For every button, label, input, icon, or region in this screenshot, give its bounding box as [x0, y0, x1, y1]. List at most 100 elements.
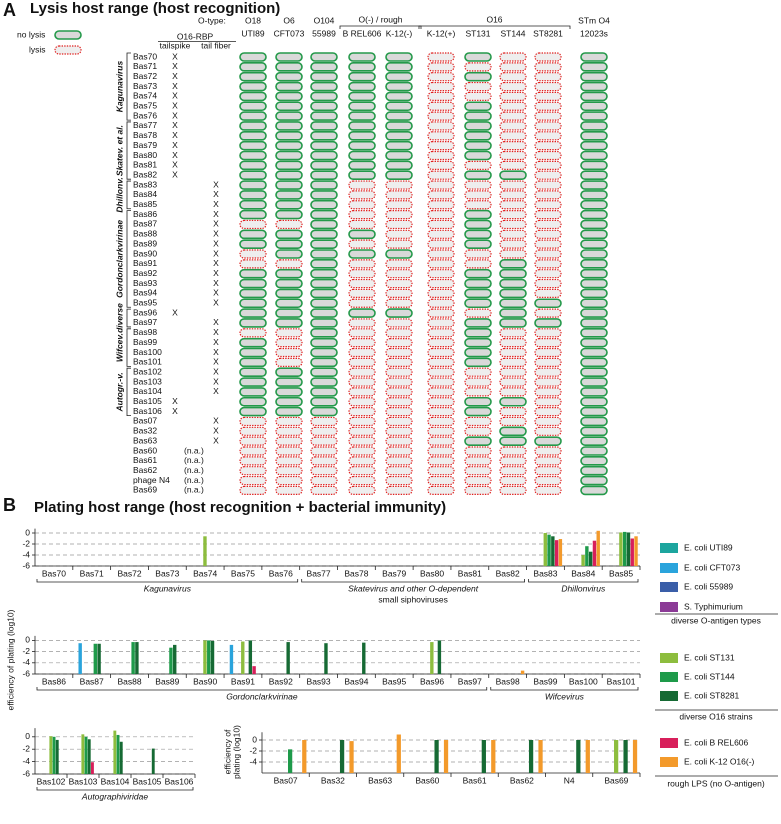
- lysis-cell: [310, 150, 338, 161]
- lysis-cell: [464, 318, 492, 328]
- lysis-cell: [427, 160, 455, 170]
- x-tick-label: N4: [564, 775, 575, 785]
- lysis-cell: [385, 466, 413, 476]
- bar: [596, 530, 600, 566]
- rbp-mark: X: [213, 376, 219, 386]
- lysis-cell: [385, 269, 413, 279]
- lysis-cell: [239, 52, 267, 62]
- lysis-cell: [385, 101, 413, 112]
- strain: ST144: [500, 28, 525, 38]
- lysis-cell: [580, 278, 608, 289]
- lysis-cell: [499, 180, 527, 190]
- phage: Bas69: [133, 485, 157, 495]
- phage: Bas74: [133, 91, 157, 101]
- lysis-cell: [427, 131, 455, 141]
- rbp-note: (n.a.): [184, 475, 204, 485]
- lysis-cell: [580, 160, 608, 171]
- lysis-cell: [385, 219, 413, 230]
- lysis-cell: [464, 229, 492, 240]
- x-tick-label: Bas80: [420, 568, 444, 578]
- lysis-cell: [239, 357, 267, 368]
- lysis-cell: [275, 199, 303, 210]
- rbp-mark: X: [213, 366, 219, 376]
- lysis-cell: [310, 308, 338, 318]
- lysis-cell: [348, 200, 376, 210]
- lysis-cell: [534, 367, 562, 377]
- lysis-cell: [275, 150, 303, 161]
- lysis-cell: [534, 357, 562, 367]
- lysis-cell: [310, 62, 338, 72]
- lysis-cell: [310, 456, 338, 466]
- lysis-cell: [275, 406, 303, 417]
- lysis-cell: [499, 466, 527, 476]
- taxon-bracket: [126, 328, 131, 367]
- lysis-cell: [534, 436, 562, 446]
- lysis-cell: [275, 140, 303, 151]
- bar: [581, 555, 585, 566]
- lysis-cell: [239, 337, 267, 348]
- bar: [287, 749, 293, 773]
- lysis-cell: [348, 62, 376, 72]
- x-tick-label: Bas62: [510, 775, 534, 785]
- lysis-cell: [239, 416, 267, 427]
- bar: [241, 641, 245, 674]
- bar: [622, 531, 627, 566]
- x-tick-label: Bas90: [193, 676, 217, 686]
- strain: K-12(-): [386, 28, 413, 38]
- bar: [576, 740, 581, 773]
- lysis-cell: [427, 397, 455, 407]
- bar: [520, 670, 525, 674]
- lysis-cell: [239, 259, 267, 269]
- lysis-cell: [499, 101, 527, 111]
- lysis-cell: [385, 308, 413, 318]
- phage: Bas70: [133, 51, 157, 61]
- rbp-mark: X: [213, 298, 219, 308]
- lysis-cell: [310, 229, 338, 240]
- lysis-cell: [464, 180, 492, 190]
- lysis-cell: [385, 347, 413, 358]
- lysis-cell: [310, 485, 338, 495]
- lysis-cell: [275, 71, 303, 82]
- lysis-cell: [534, 72, 562, 82]
- group-bracket: [36, 579, 299, 583]
- lysis-cell: [580, 170, 608, 180]
- lysis-cell: [275, 288, 303, 299]
- lysis-cell: [427, 239, 455, 249]
- lysis-cell: [310, 377, 338, 387]
- phage: Bas81: [133, 160, 157, 170]
- lysis-cell: [348, 160, 376, 171]
- lysis-cell: [310, 318, 338, 328]
- lysis-cell: [348, 239, 376, 249]
- lysis-cell: [580, 180, 608, 190]
- phage: Bas91: [133, 258, 157, 268]
- lysis-cell: [464, 268, 492, 279]
- lysis-cell: [348, 298, 376, 308]
- rbp-header: O16-RBP: [177, 31, 214, 41]
- lysis-cell: [348, 377, 376, 387]
- lysis-cell: [239, 249, 267, 259]
- lysis-cell: [275, 485, 303, 495]
- lysis-cell: [310, 475, 338, 486]
- lysis-cell: [464, 239, 492, 249]
- phage: Bas100: [133, 347, 162, 357]
- lysis-cell: [534, 446, 562, 456]
- lysis-cell: [427, 141, 455, 151]
- lysis-cell: [239, 377, 267, 387]
- lysis-cell: [499, 121, 527, 131]
- lysis-cell: [427, 407, 455, 417]
- lysis-cell: [385, 111, 413, 121]
- lysis-cell: [385, 91, 413, 102]
- lysis-cell: [464, 426, 492, 436]
- lysis-cell: [580, 190, 608, 200]
- lysis-cell: [310, 131, 338, 141]
- lysis-cell: [239, 446, 267, 456]
- legend-label: S. Typhimurium: [684, 601, 743, 611]
- x-tick-label: Bas94: [344, 676, 368, 686]
- lysis-cell: [499, 318, 527, 328]
- lysis-cell: [348, 456, 376, 466]
- lysis-cell: [275, 209, 303, 220]
- lysis-cell: [464, 377, 492, 387]
- lysis-cell: [427, 308, 455, 318]
- group-label: Kagunavirus: [144, 583, 192, 593]
- group-bracket: [301, 579, 525, 583]
